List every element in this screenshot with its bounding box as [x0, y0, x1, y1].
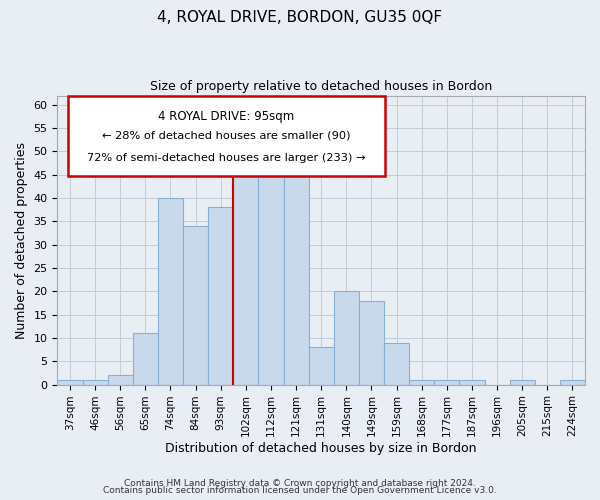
Bar — [308, 348, 334, 385]
Text: 4 ROYAL DRIVE: 95sqm: 4 ROYAL DRIVE: 95sqm — [158, 110, 295, 123]
Bar — [334, 292, 359, 384]
Bar — [133, 334, 158, 384]
Bar — [460, 380, 485, 384]
Text: Contains public sector information licensed under the Open Government Licence v3: Contains public sector information licen… — [103, 486, 497, 495]
Title: Size of property relative to detached houses in Bordon: Size of property relative to detached ho… — [150, 80, 493, 93]
Bar — [434, 380, 460, 384]
Text: 4, ROYAL DRIVE, BORDON, GU35 0QF: 4, ROYAL DRIVE, BORDON, GU35 0QF — [157, 10, 443, 25]
Bar — [107, 376, 133, 384]
Bar — [560, 380, 585, 384]
FancyBboxPatch shape — [68, 96, 385, 176]
Bar — [409, 380, 434, 384]
Text: 72% of semi-detached houses are larger (233) →: 72% of semi-detached houses are larger (… — [87, 154, 365, 164]
Bar — [233, 161, 259, 384]
X-axis label: Distribution of detached houses by size in Bordon: Distribution of detached houses by size … — [166, 442, 477, 455]
Bar — [183, 226, 208, 384]
Bar — [259, 175, 284, 384]
Bar — [208, 208, 233, 384]
Bar — [58, 380, 83, 384]
Text: ← 28% of detached houses are smaller (90): ← 28% of detached houses are smaller (90… — [102, 130, 350, 140]
Bar — [83, 380, 107, 384]
Bar — [384, 342, 409, 384]
Bar — [509, 380, 535, 384]
Y-axis label: Number of detached properties: Number of detached properties — [15, 142, 28, 338]
Text: Contains HM Land Registry data © Crown copyright and database right 2024.: Contains HM Land Registry data © Crown c… — [124, 478, 476, 488]
Bar — [158, 198, 183, 384]
Bar — [284, 170, 308, 384]
Bar — [359, 300, 384, 384]
